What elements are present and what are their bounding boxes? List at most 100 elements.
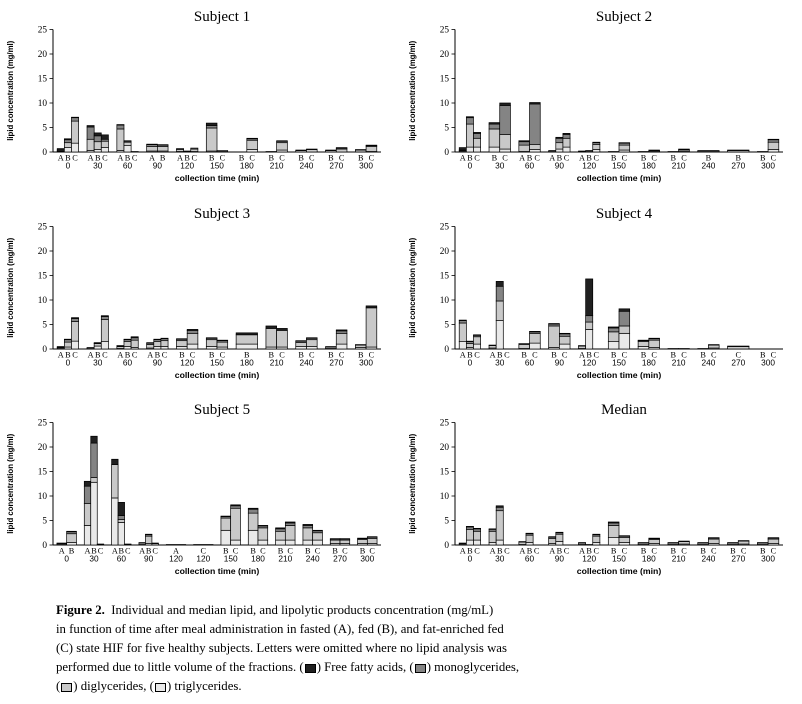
- svg-text:90: 90: [153, 357, 163, 367]
- svg-text:15: 15: [440, 271, 450, 281]
- svg-text:C: C: [564, 547, 570, 556]
- svg-text:300: 300: [359, 161, 373, 171]
- svg-text:C: C: [474, 154, 480, 163]
- svg-text:Median: Median: [601, 402, 647, 418]
- svg-text:10: 10: [440, 296, 450, 306]
- svg-text:0: 0: [444, 148, 449, 158]
- svg-text:240: 240: [300, 161, 314, 171]
- svg-text:270: 270: [731, 554, 745, 564]
- svg-text:20: 20: [440, 247, 450, 257]
- svg-text:270: 270: [731, 357, 745, 367]
- svg-text:60: 60: [525, 161, 535, 171]
- svg-text:0: 0: [444, 345, 449, 355]
- svg-text:240: 240: [702, 357, 716, 367]
- svg-text:10: 10: [38, 296, 48, 306]
- svg-text:A: A: [58, 154, 64, 163]
- svg-text:0: 0: [468, 554, 473, 564]
- svg-text:30: 30: [495, 161, 505, 171]
- svg-text:C: C: [564, 154, 570, 163]
- svg-text:60: 60: [117, 554, 127, 564]
- svg-text:C: C: [102, 350, 108, 359]
- svg-text:Subject 4: Subject 4: [596, 206, 653, 222]
- svg-text:300: 300: [360, 554, 374, 564]
- svg-text:120: 120: [169, 554, 183, 564]
- svg-text:60: 60: [525, 357, 535, 367]
- svg-text:C: C: [162, 350, 168, 359]
- svg-text:collection time (min): collection time (min): [577, 566, 662, 576]
- svg-text:270: 270: [731, 161, 745, 171]
- svg-text:C: C: [474, 350, 480, 359]
- svg-text:25: 25: [440, 222, 450, 232]
- svg-text:30: 30: [93, 161, 103, 171]
- svg-text:0: 0: [444, 541, 449, 551]
- svg-text:240: 240: [702, 554, 716, 564]
- svg-text:0: 0: [66, 357, 71, 367]
- svg-text:270: 270: [333, 554, 347, 564]
- svg-text:0: 0: [64, 554, 69, 564]
- svg-text:C: C: [72, 350, 78, 359]
- svg-text:15: 15: [38, 468, 48, 478]
- svg-text:5: 5: [42, 320, 47, 330]
- svg-text:30: 30: [89, 554, 99, 564]
- svg-text:20: 20: [440, 443, 450, 453]
- svg-text:0: 0: [42, 345, 47, 355]
- svg-text:A: A: [460, 154, 466, 163]
- svg-text:5: 5: [42, 517, 47, 527]
- svg-text:150: 150: [210, 357, 224, 367]
- svg-text:240: 240: [306, 554, 320, 564]
- svg-text:300: 300: [761, 161, 775, 171]
- svg-text:240: 240: [300, 357, 314, 367]
- svg-text:90: 90: [144, 554, 154, 564]
- svg-text:25: 25: [38, 419, 48, 429]
- svg-text:C: C: [132, 154, 138, 163]
- svg-text:15: 15: [440, 468, 450, 478]
- svg-text:15: 15: [38, 75, 48, 85]
- svg-text:A: A: [58, 350, 64, 359]
- svg-text:20: 20: [38, 443, 48, 453]
- svg-text:150: 150: [224, 554, 238, 564]
- svg-text:10: 10: [440, 99, 450, 109]
- svg-text:30: 30: [495, 357, 505, 367]
- svg-text:0: 0: [468, 161, 473, 171]
- svg-text:25: 25: [38, 26, 48, 36]
- svg-text:Subject 1: Subject 1: [194, 9, 250, 25]
- svg-text:270: 270: [329, 161, 343, 171]
- svg-text:30: 30: [93, 357, 103, 367]
- svg-text:150: 150: [612, 161, 626, 171]
- svg-text:Subject 3: Subject 3: [194, 206, 250, 222]
- svg-text:300: 300: [359, 357, 373, 367]
- svg-text:C: C: [72, 154, 78, 163]
- svg-text:collection time (min): collection time (min): [175, 566, 260, 576]
- svg-text:120: 120: [196, 554, 210, 564]
- svg-text:0: 0: [66, 161, 71, 171]
- svg-text:25: 25: [38, 222, 48, 232]
- svg-text:lipid concentration (mg/ml): lipid concentration (mg/ml): [408, 40, 417, 140]
- svg-text:60: 60: [525, 554, 535, 564]
- svg-text:C: C: [132, 350, 138, 359]
- svg-text:5: 5: [444, 124, 449, 134]
- svg-text:210: 210: [270, 357, 284, 367]
- svg-text:A: A: [460, 350, 466, 359]
- svg-text:270: 270: [329, 357, 343, 367]
- svg-text:lipid concentration (mg/ml): lipid concentration (mg/ml): [6, 237, 15, 337]
- svg-text:collection time (min): collection time (min): [577, 173, 662, 183]
- svg-text:25: 25: [440, 419, 450, 429]
- svg-text:60: 60: [123, 161, 133, 171]
- svg-text:lipid concentration (mg/ml): lipid concentration (mg/ml): [6, 433, 15, 533]
- svg-text:210: 210: [278, 554, 292, 564]
- svg-text:0: 0: [42, 541, 47, 551]
- svg-text:lipid concentration (mg/ml): lipid concentration (mg/ml): [408, 433, 417, 533]
- svg-text:120: 120: [582, 357, 596, 367]
- svg-text:150: 150: [612, 357, 626, 367]
- svg-text:A: A: [460, 547, 466, 556]
- svg-text:120: 120: [180, 357, 194, 367]
- svg-text:120: 120: [582, 554, 596, 564]
- svg-text:20: 20: [440, 50, 450, 60]
- svg-text:150: 150: [210, 161, 224, 171]
- svg-text:180: 180: [642, 357, 656, 367]
- svg-text:20: 20: [38, 50, 48, 60]
- svg-text:B: B: [69, 547, 75, 556]
- svg-text:C: C: [474, 547, 480, 556]
- svg-text:300: 300: [761, 357, 775, 367]
- svg-text:90: 90: [555, 357, 565, 367]
